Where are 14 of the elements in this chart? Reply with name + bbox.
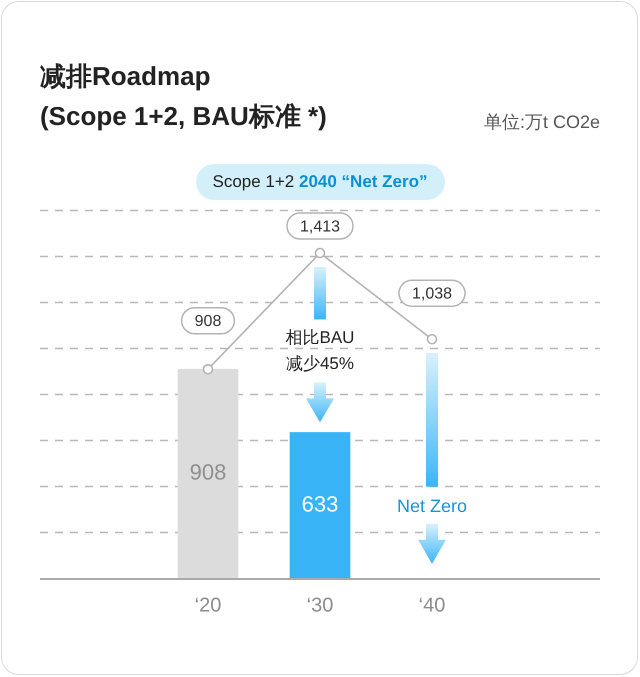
annotation: Net Zero — [397, 495, 468, 518]
text: 2040 “Net Zero” — [299, 172, 428, 191]
data-label: 908 — [194, 313, 222, 330]
text: 单位:万t CO2e — [484, 111, 600, 134]
chart-title: 减排Roadmap (Scope 1+2, BAU标准 *) — [40, 60, 327, 133]
x-tick-label: ‘40 — [418, 594, 446, 617]
x-tick-label: ‘30 — [306, 594, 334, 617]
text: Scope 1+2 — [212, 172, 294, 191]
data-label: 1,038 — [412, 286, 452, 303]
data-label: 1,413 — [300, 218, 340, 236]
x-tick-label: ‘20 — [194, 594, 222, 617]
data-label: 633 — [302, 491, 338, 516]
annotation: 相比BAU 减少45% — [286, 327, 354, 376]
data-label: 908 — [190, 460, 226, 485]
